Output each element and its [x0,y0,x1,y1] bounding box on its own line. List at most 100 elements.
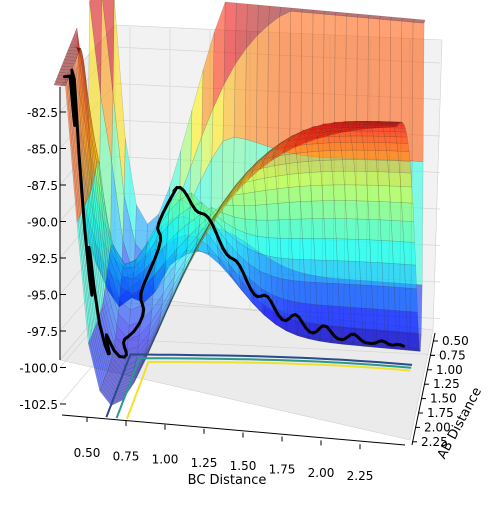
surface-face [374,142,387,151]
surface-face [362,142,376,151]
x-tick-label: 2.25 [347,469,374,483]
x-tick-label: 0.75 [113,449,140,463]
surface-face [301,218,314,239]
surface-face [257,235,271,257]
surface-face [349,283,362,309]
surface-face [336,260,350,285]
grid-line [114,338,441,356]
surface-face [346,218,359,240]
surface-face [303,259,317,283]
surface-face [382,127,396,132]
y-tick-label: 0.75 [439,348,466,362]
surface-face [270,150,285,162]
surface-face [317,142,331,152]
surface-face [411,21,425,162]
surface-face [232,205,246,220]
surface-face [331,170,345,186]
x-tick-label: 1.50 [230,459,257,473]
surface-face [364,159,378,172]
surface-face [377,185,391,203]
surface-face [326,282,340,307]
surface-face [313,238,327,261]
surface-face [274,163,288,177]
surface-face [362,125,376,130]
surface-face [369,239,383,264]
x-tick-label: 0.50 [74,446,101,460]
surface-face [300,200,313,220]
surface-face [278,10,291,154]
surface-face [280,257,294,281]
z-tick-label: -90.0 [27,216,58,230]
surface-face [360,284,374,310]
surface-face [348,260,361,286]
surface-face [361,307,375,330]
surface-face [295,151,309,163]
surface-face [407,332,420,349]
surface-face [398,160,412,174]
surface-face [392,240,405,265]
surface-face [266,203,280,221]
surface-face [332,184,346,201]
z-tick-label: -87.5 [27,179,58,193]
surface-face [328,142,342,151]
surface-face [389,185,402,203]
surface-face [337,283,351,308]
surface-face [342,159,355,172]
surface-face [256,24,269,147]
z-tick-label: -102.5 [19,398,58,412]
surface-face [400,186,414,204]
surface-face [319,159,333,173]
surface-face [323,218,337,239]
y-tick-label: 0.50 [442,334,469,348]
surface-face [385,142,399,152]
surface-face [350,135,364,143]
surface-face [378,201,392,221]
surface-face [354,170,368,186]
surface-face [363,149,377,161]
z-tick-label: -85.0 [27,143,58,157]
x-tick-label: 1.00 [152,453,179,467]
surface-face [373,135,386,143]
surface-face [267,219,281,239]
surface-face [243,205,257,221]
surface-face [327,305,341,327]
surface-face [289,218,303,239]
surface-face [366,184,380,202]
surface-face [360,130,374,137]
surface-face [76,219,90,344]
surface-face [314,259,328,284]
surface-face [394,131,408,138]
x-axis-ticks: 0.50 0.75 1.00 1.25 1.50 1.75 2.00 2.25 [74,417,374,483]
surface-face [256,219,270,238]
contour-line [125,360,411,420]
z-tick-label: -97.5 [27,325,58,339]
contour-line [115,357,412,419]
x-axis-label: BC Distance [188,473,267,488]
surface-face [312,218,326,239]
surface-face [372,130,385,137]
surface-face [347,238,360,262]
surface-face [88,339,102,392]
surface-face [268,237,282,259]
surface-face [320,171,334,186]
surface-face [321,184,335,201]
surface-face [334,218,348,240]
x-tick-label: 2.00 [308,466,335,480]
surface-face [327,136,341,144]
surface-face [213,202,227,222]
surface-face [293,280,306,304]
surface-face [375,150,388,161]
surface-face [384,136,398,144]
y-tick-label: 1.75 [427,406,454,420]
surface-face [396,142,410,152]
surface-face [371,285,385,310]
y-tick-label: 1.00 [436,363,463,377]
surface-face [297,161,310,174]
z-axis-ticks: -82.5 -85.0 -87.5 -90.0 -92.5 -95.0 -97.5 -100.… [19,106,66,412]
surface-face [370,261,384,287]
surface-face [309,171,323,186]
contour-line [105,353,413,418]
surface-face [282,144,296,155]
z-tick-label: -100.0 [19,362,58,376]
surface-face [350,306,363,329]
